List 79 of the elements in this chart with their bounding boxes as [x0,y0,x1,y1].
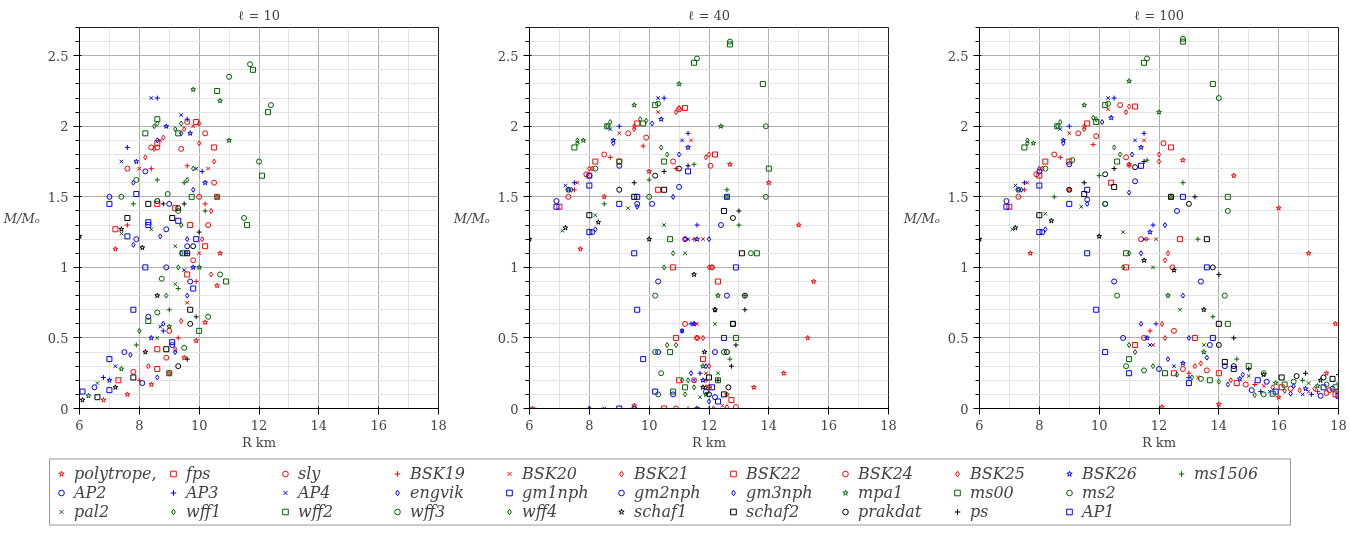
legend-label: BSK19 [410,463,467,483]
legend-label: BSK25 [970,463,1027,483]
x-tick-label: 12 [250,417,268,433]
y-tick-label: 0.5 [47,330,69,346]
legend-label: schaf2 [746,501,800,521]
y-tick-label: 1.5 [497,189,519,205]
x-tick-label: 16 [1270,417,1287,433]
x-tick-label: 12 [1150,417,1168,433]
legend-label: gm2nph [634,482,702,502]
x-tick-label: 18 [880,417,897,433]
legend-label: BSK20 [522,463,579,483]
x-tick-label: 14 [1210,417,1228,433]
legend-label: wff2 [298,501,335,521]
y-axis-title: M/Mₒ [2,210,40,226]
legend-label: AP3 [186,482,220,502]
x-tick-label: 8 [585,417,594,433]
y-tick-label: 2.5 [47,48,69,64]
legend-label: prakdat [858,501,923,521]
x-tick-label: 14 [760,417,778,433]
y-tick-label: 1 [960,260,969,276]
x-tick-label: 18 [1330,417,1347,433]
legend-label: pal2 [74,501,111,521]
x-tick-label: 14 [310,417,328,433]
legend-label: gm1nph [522,482,590,502]
x-axis-title: R km [241,434,277,450]
legend-label: BSK24 [858,463,915,483]
legend-label: BSK22 [746,463,803,483]
y-axis-title: M/Mₒ [902,210,940,226]
x-tick-label: 16 [820,417,837,433]
x-tick-label: 10 [190,417,208,433]
y-tick-label: 1 [510,260,519,276]
y-tick-label: 0 [960,401,969,417]
chart-title: ℓ = 10 [238,7,280,23]
y-tick-label: 2.5 [947,48,969,64]
y-tick-label: 0 [60,401,69,417]
legend-label: fps [186,463,212,483]
chart-title: ℓ = 40 [688,7,730,23]
legend-label: engvik [410,482,465,502]
x-tick-label: 18 [430,417,447,433]
legend-label: wff4 [522,501,558,521]
x-tick-label: 12 [700,417,718,433]
x-tick-label: 6 [525,417,534,433]
legend-label: ms1506 [1194,463,1260,483]
legend-label: ps [970,501,990,521]
y-tick-label: 0.5 [947,330,969,346]
legend-label: schaf1 [634,501,688,521]
legend-label: AP4 [298,482,332,502]
x-tick-label: 8 [1035,417,1044,433]
x-tick-label: 6 [75,417,84,433]
x-tick-label: 16 [370,417,387,433]
y-tick-label: 1.5 [947,189,969,205]
y-tick-label: 0 [510,401,519,417]
y-tick-label: 0.5 [497,330,519,346]
x-axis-title: R km [1141,434,1177,450]
legend-label: BSK26 [1082,463,1139,483]
y-tick-label: 2.5 [497,48,519,64]
legend-label: wff1 [186,501,223,521]
legend-label: mpa1 [858,482,905,502]
legend-label: ms2 [1082,482,1117,502]
chart-title: ℓ = 100 [1133,7,1185,23]
legend-label: ms00 [970,482,1015,502]
legend-label: gm3nph [746,482,814,502]
y-tick-label: 1 [60,260,69,276]
legend-label: AP2 [74,482,107,502]
y-tick-label: 2 [510,119,519,135]
legend-label: BSK21 [634,463,691,483]
x-tick-label: 10 [640,417,658,433]
y-tick-label: 1.5 [47,189,69,205]
x-tick-label: 10 [1090,417,1108,433]
legend-label: wff3 [410,501,446,521]
y-axis-title: M/Mₒ [452,210,490,226]
legend-label: polytrope, [74,463,158,483]
x-axis-title: R km [691,434,727,450]
x-tick-label: 8 [135,417,144,433]
legend-label: sly [298,463,322,483]
x-tick-label: 6 [975,417,984,433]
y-tick-label: 2 [960,119,969,135]
legend-label: AP1 [1082,501,1116,521]
y-tick-label: 2 [60,119,69,135]
